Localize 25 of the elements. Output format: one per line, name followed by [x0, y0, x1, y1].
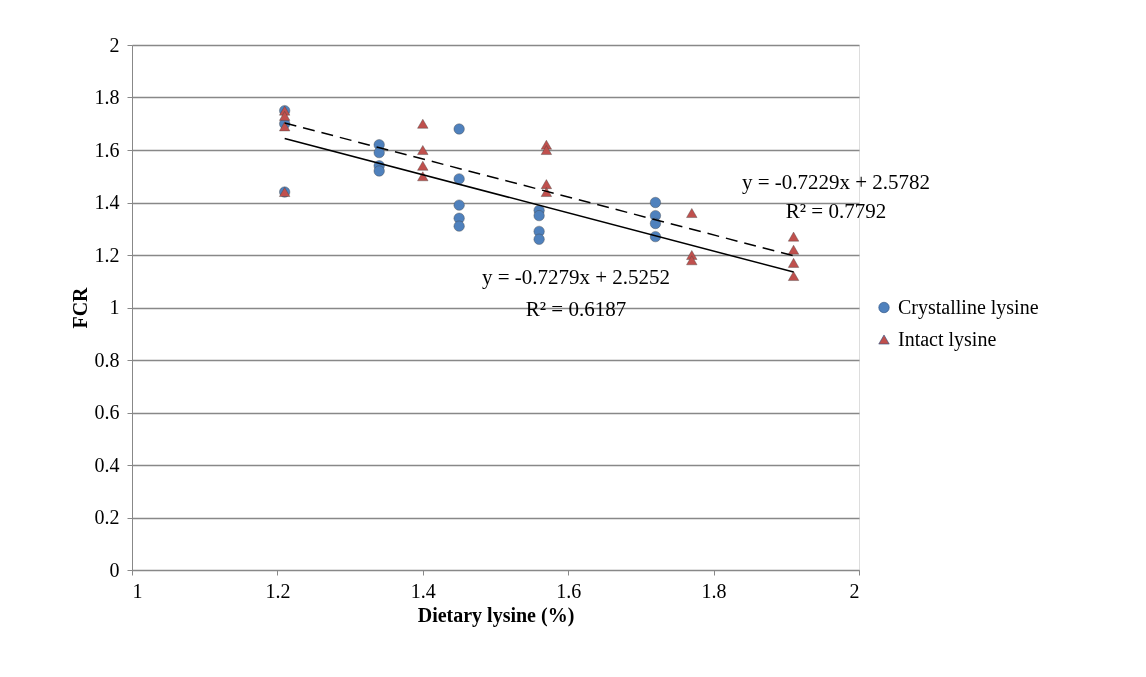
- y-tick-label: 0.2: [94, 506, 120, 528]
- x-tick-label: 1: [132, 579, 143, 602]
- annotation: y = -0.7279x + 2.5252: [481, 265, 671, 289]
- annotation: R² = 0.7792: [785, 199, 887, 223]
- y-tick-label: 0: [109, 558, 120, 581]
- x-axis-title: Dietary lysine (%): [417, 603, 575, 627]
- legend-label: Crystalline lysine: [898, 295, 1039, 319]
- annotation: R² = 0.6187: [525, 297, 627, 321]
- y-tick-label: 0.8: [94, 348, 120, 371]
- annotation: y = -0.7229x + 2.5782: [741, 170, 931, 194]
- y-tick-label: 1.8: [94, 86, 120, 108]
- y-tick-label: 1.2: [94, 243, 120, 266]
- y-tick-label: 0.4: [94, 453, 120, 476]
- y-tick-label: 1.6: [94, 138, 120, 161]
- y-tick-label: 1: [109, 296, 120, 318]
- y-tick-label: 1.4: [94, 191, 120, 213]
- x-tick-label: 2: [849, 579, 860, 602]
- x-tick-label: 1.2: [265, 579, 291, 602]
- y-axis-title: FCR: [68, 286, 91, 329]
- x-tick-label: 1.8: [701, 579, 727, 602]
- legend-label: Intact lysine: [898, 327, 997, 351]
- x-tick-label: 1.4: [410, 579, 436, 602]
- y-tick-label: 2: [109, 33, 120, 56]
- y-tick-label: 0.6: [94, 401, 120, 423]
- x-tick-label: 1.6: [556, 579, 582, 602]
